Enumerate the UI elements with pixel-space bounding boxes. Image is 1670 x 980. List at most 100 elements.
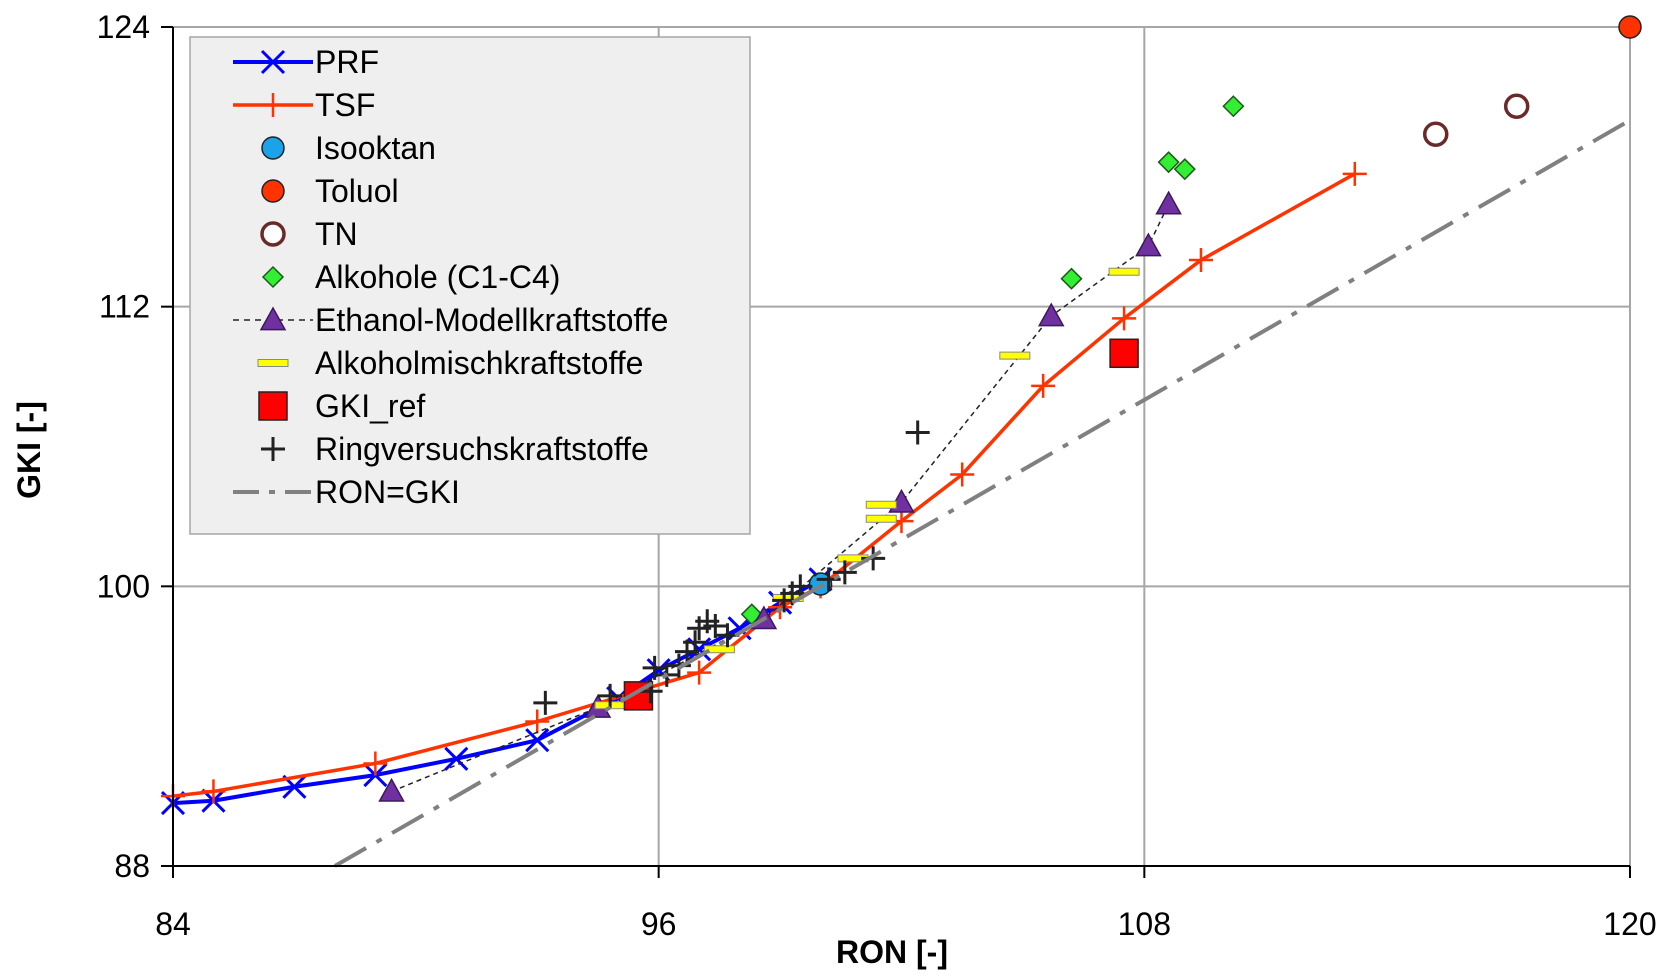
data-point <box>1188 248 1213 273</box>
open-circle-marker <box>1422 121 1449 147</box>
x-marker <box>260 49 286 75</box>
legend-label: TN <box>315 216 358 252</box>
data-point <box>1112 306 1137 331</box>
plus-marker <box>642 655 667 680</box>
legend-label: Alkohole (C1-C4) <box>315 259 560 295</box>
data-point <box>832 560 857 585</box>
plus-marker <box>832 560 857 585</box>
data-point <box>1157 151 1180 174</box>
diamond-marker <box>261 265 285 289</box>
series-line <box>172 577 822 806</box>
data-point <box>201 779 226 804</box>
legend-label: Toluol <box>315 173 399 209</box>
legend-label: Isooktan <box>315 130 436 166</box>
data-point <box>687 660 712 685</box>
legend-entry: GKI_ref <box>258 388 425 424</box>
x-tick-label: 96 <box>641 906 677 942</box>
plus-marker <box>598 683 623 708</box>
legend-label: RON=GKI <box>315 474 460 510</box>
legend-box <box>189 36 751 535</box>
plus-marker <box>1112 306 1137 331</box>
diamond-marker <box>1222 95 1245 118</box>
y-tick-label: 88 <box>114 848 150 884</box>
data-point <box>1173 158 1196 181</box>
y-tick-label: 100 <box>97 568 150 604</box>
legend-marker <box>257 359 289 367</box>
legend-marker <box>261 437 285 461</box>
legend-entry: Isooktan <box>261 130 436 166</box>
data-point <box>1060 267 1083 290</box>
data-point <box>1503 93 1530 119</box>
data-point <box>999 351 1031 360</box>
triangle-marker <box>259 306 287 331</box>
legend-entry: Alkohole (C1-C4) <box>261 259 560 295</box>
data-point <box>444 746 469 771</box>
x-marker <box>525 728 550 753</box>
data-point <box>683 630 708 655</box>
series-line <box>333 118 1631 868</box>
diamond-marker <box>1157 151 1180 174</box>
data-point <box>1031 373 1056 398</box>
diamond-marker <box>1173 158 1196 181</box>
legend-entry: Toluol <box>261 173 399 209</box>
legend-entry: Ringversuchskraftstoffe <box>261 431 649 467</box>
y-axis-title: GKI [-] <box>11 401 47 499</box>
legend-entry: TN <box>260 216 358 252</box>
plus-marker <box>1031 373 1056 398</box>
plus-marker <box>261 93 285 117</box>
series-toluol <box>1618 15 1642 39</box>
plus-marker <box>703 613 728 638</box>
data-point <box>1135 232 1162 257</box>
axes: 84 96 108 120 88 100 112 124 <box>97 9 1657 942</box>
circle-marker <box>261 136 285 160</box>
square-marker <box>258 391 288 421</box>
dash-marker <box>865 500 897 509</box>
plus-marker <box>683 630 708 655</box>
data-point <box>642 655 667 680</box>
x-tick-label: 84 <box>155 906 191 942</box>
legend-label: Ringversuchskraftstoffe <box>315 431 649 467</box>
dash-marker <box>257 359 289 367</box>
legend-entry: Ethanol-Modellkraftstoffe <box>233 302 668 338</box>
y-tick-label: 124 <box>97 9 150 45</box>
legend-marker <box>258 391 288 421</box>
triangle-marker <box>1155 190 1182 215</box>
plus-marker <box>905 420 930 445</box>
legend-label: TSF <box>315 87 375 123</box>
series-tn <box>1422 93 1530 147</box>
dash-marker <box>865 514 897 523</box>
legend-label: PRF <box>315 44 379 80</box>
data-point <box>1222 95 1245 118</box>
plus-marker <box>1188 248 1213 273</box>
data-point <box>1342 161 1367 186</box>
series-ron-gki <box>333 118 1631 868</box>
legend-entry: PRF <box>233 44 379 80</box>
plus-marker <box>950 462 975 487</box>
data-point <box>1618 15 1642 39</box>
dash-marker <box>703 645 735 654</box>
legend-marker <box>261 179 285 203</box>
legend-entry: RON=GKI <box>233 474 460 510</box>
data-point <box>1108 267 1140 276</box>
legend-label: Ethanol-Modellkraftstoffe <box>315 302 668 338</box>
legend-marker <box>261 93 285 117</box>
data-point <box>363 751 388 776</box>
legend-label: GKI_ref <box>315 388 425 424</box>
plus-marker <box>1342 161 1367 186</box>
legend-label: Alkoholmischkraftstoffe <box>315 345 643 381</box>
data-point <box>905 420 930 445</box>
data-point <box>703 645 735 654</box>
legend-marker <box>259 306 287 331</box>
data-point <box>788 574 813 599</box>
data-point <box>865 500 897 509</box>
plus-marker <box>525 709 550 734</box>
data-point <box>525 709 550 734</box>
data-point <box>533 690 558 715</box>
plus-marker <box>533 690 558 715</box>
data-point <box>378 777 405 802</box>
circle-marker <box>261 179 285 203</box>
series-ringversuchskraftstoffe <box>533 420 930 715</box>
legend-marker <box>261 265 285 289</box>
triangle-marker <box>1135 232 1162 257</box>
